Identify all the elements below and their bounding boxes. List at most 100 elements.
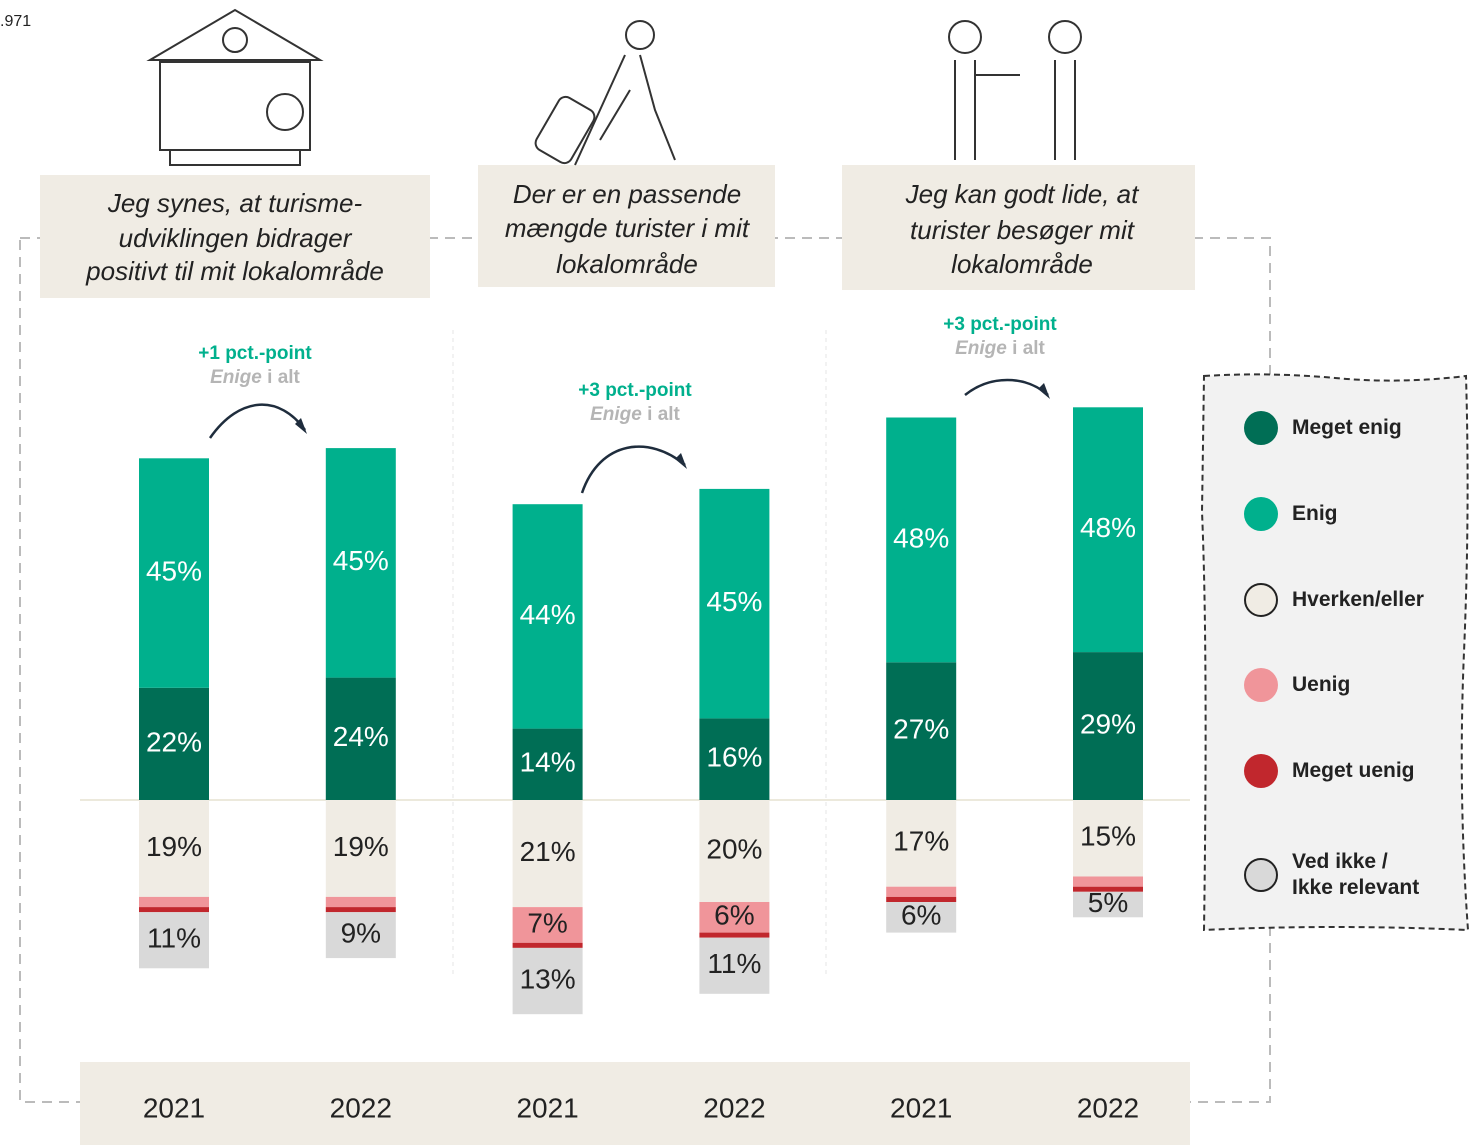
bar-segment <box>886 800 957 887</box>
value-label: 19% <box>333 831 389 862</box>
value-label: 24% <box>333 721 389 752</box>
bar-segment <box>139 907 209 913</box>
legend-swatch <box>1244 754 1278 788</box>
value-label: 27% <box>893 714 949 745</box>
legend-label: Meget enig <box>1292 416 1402 439</box>
bar-segment <box>139 458 209 688</box>
bar-segment <box>512 504 583 729</box>
note-emphasis: Enige <box>590 404 642 425</box>
bar-segment <box>139 800 209 897</box>
bar-segment <box>325 800 396 897</box>
value-label: 7% <box>527 907 567 938</box>
note-rest: i alt <box>267 367 300 388</box>
legend-swatch <box>1244 497 1278 531</box>
value-label: 14% <box>520 747 576 778</box>
value-label: 45% <box>146 555 202 586</box>
change-note: Enige i alt <box>590 404 680 425</box>
sample-note: .971 <box>0 13 31 30</box>
legend-item: Ved ikke / Ikke relevant <box>1244 849 1427 901</box>
bar-segment <box>1073 800 1143 877</box>
bar-segment <box>886 896 957 902</box>
bar-segment <box>699 937 770 994</box>
bar-segment <box>699 718 770 800</box>
group-title: Jeg synes, at turisme- <box>107 188 363 218</box>
group-title: turister besøger mit <box>910 215 1136 245</box>
bar-segment <box>1073 891 1143 918</box>
value-label: 45% <box>333 545 389 576</box>
value-label: 6% <box>714 900 754 931</box>
value-label: 13% <box>520 963 576 994</box>
group-title: positivt til mit lokalområde <box>85 256 384 286</box>
bar-segment <box>139 896 209 908</box>
legend-label: Enig <box>1292 502 1338 525</box>
change-label: +1 pct.-point <box>198 343 312 364</box>
year-band <box>80 1062 1190 1145</box>
note-emphasis: Enige <box>955 338 1007 359</box>
note-rest: i alt <box>647 404 680 425</box>
bar-segment <box>886 662 957 800</box>
change-note: Enige i alt <box>210 367 300 388</box>
change-arrow <box>964 378 1049 396</box>
bar-segment <box>886 902 957 933</box>
group-title: Der er en passende <box>513 179 741 209</box>
group-title: lokalområde <box>951 249 1093 279</box>
change-label: +3 pct.-point <box>943 314 1057 335</box>
value-label: 19% <box>146 831 202 862</box>
value-label: 16% <box>706 742 762 773</box>
value-label: 5% <box>1088 887 1128 918</box>
icons <box>146 8 1082 166</box>
value-label: 17% <box>893 826 949 857</box>
legend-label: Uenig <box>1292 673 1351 696</box>
x-tick-label: 2022 <box>330 1092 392 1123</box>
value-label: 44% <box>520 599 576 630</box>
x-tick-label: 2021 <box>890 1092 952 1123</box>
value-label: 6% <box>901 900 941 931</box>
arrow-head <box>675 453 687 469</box>
bar-segment <box>325 448 396 678</box>
note-emphasis: Enige <box>210 367 262 388</box>
legend-item: Uenig <box>1244 668 1432 702</box>
bar-segment <box>1073 407 1143 653</box>
bar-segment <box>325 677 396 800</box>
value-label: 15% <box>1080 821 1136 852</box>
arrow-head <box>1038 383 1050 399</box>
bar-segment <box>325 896 396 908</box>
bar-segment <box>886 417 957 663</box>
x-tick-label: 2022 <box>703 1092 765 1123</box>
value-label: 9% <box>341 918 381 949</box>
change-note: Enige i alt <box>955 338 1045 359</box>
bar-segment <box>139 687 209 800</box>
bar-segment <box>325 912 396 959</box>
bar-segment <box>139 912 209 969</box>
value-label: 22% <box>146 726 202 757</box>
value-label: 48% <box>1080 512 1136 543</box>
bar-segment <box>699 902 770 933</box>
legend-item: Meget enig <box>1244 411 1432 445</box>
change-arrow <box>580 445 686 494</box>
value-label: 48% <box>893 522 949 553</box>
bar-segment <box>699 800 770 902</box>
legend-label: Hverken/eller <box>1292 588 1424 611</box>
legend-swatch <box>1244 411 1278 445</box>
x-tick-label: 2021 <box>516 1092 578 1123</box>
value-label: 20% <box>706 833 762 864</box>
group-title: udviklingen bidrager <box>119 223 353 253</box>
title-box <box>478 165 775 287</box>
bar-segment <box>1073 652 1143 800</box>
bar-segment <box>325 907 396 913</box>
legend-label: Meget uenig <box>1292 759 1415 782</box>
title-box <box>842 165 1195 290</box>
title-box <box>40 175 430 298</box>
legend-swatch <box>1244 668 1278 702</box>
bar-segment <box>512 947 583 1015</box>
value-label: 29% <box>1080 708 1136 739</box>
bar-segment <box>512 800 583 908</box>
bar-segment <box>512 942 583 948</box>
arrow-head <box>295 418 307 434</box>
legend-item: Hverken/eller <box>1244 583 1432 617</box>
group-title: Jeg kan godt lide, at <box>905 179 1140 209</box>
legend-swatch <box>1244 583 1278 617</box>
value-label: 21% <box>520 836 576 867</box>
bar-segment <box>699 488 770 719</box>
